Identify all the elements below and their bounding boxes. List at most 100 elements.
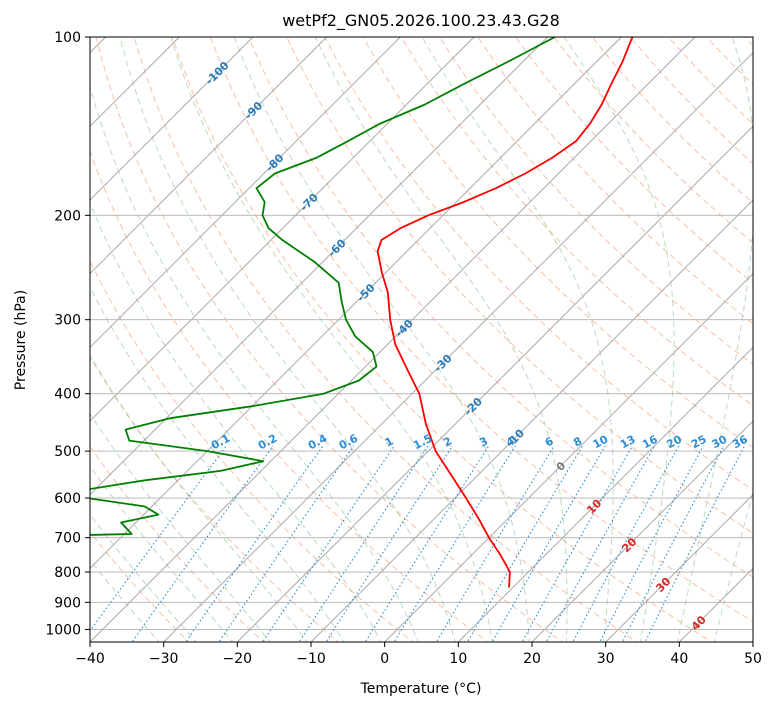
plot-frame bbox=[89, 36, 754, 643]
mixing-ratio-label: 6 bbox=[543, 434, 556, 449]
isotherm bbox=[90, 37, 254, 201]
data-lines bbox=[90, 37, 634, 588]
mixing-ratio-label: 20 bbox=[664, 432, 684, 451]
moist-adiabat bbox=[90, 354, 308, 642]
isotherm bbox=[90, 37, 475, 422]
isotherm-label: 10 bbox=[584, 497, 604, 517]
dry-adiabat bbox=[515, 37, 753, 284]
isotherm bbox=[458, 346, 753, 642]
mixing-ratio-line bbox=[262, 445, 395, 642]
isotherm bbox=[752, 641, 753, 642]
moist-adiabat bbox=[90, 84, 419, 642]
mixing-ratio-line bbox=[393, 445, 516, 642]
y-tick-label: 800 bbox=[54, 565, 81, 581]
mixing-ratio-line bbox=[185, 445, 324, 642]
moist-adiabat bbox=[314, 37, 568, 642]
x-tick-label: 50 bbox=[744, 651, 762, 667]
isotherm bbox=[163, 52, 753, 642]
isotherm-label: -100 bbox=[203, 59, 232, 88]
mixing-ratio-line bbox=[131, 445, 274, 642]
dry-adiabat bbox=[248, 37, 753, 578]
x-tick-label: 0 bbox=[380, 651, 389, 667]
mixing-ratio-label: 0.4 bbox=[306, 432, 330, 453]
isotherm bbox=[237, 125, 753, 642]
dry-adiabat bbox=[90, 150, 489, 642]
mixing-ratio-line bbox=[521, 445, 633, 642]
isotherm-label: -60 bbox=[325, 236, 348, 259]
isotherm-label: 40 bbox=[689, 613, 709, 633]
x-tick-label: 10 bbox=[449, 651, 467, 667]
dry-adiabat bbox=[400, 37, 753, 407]
isotherm bbox=[605, 494, 753, 642]
x-tick-label: −20 bbox=[223, 651, 253, 667]
x-axis-label: Temperature (°C) bbox=[360, 681, 482, 697]
mixing-ratio-line bbox=[466, 445, 584, 642]
mixing-ratio-line bbox=[364, 445, 490, 642]
isotherm bbox=[90, 37, 548, 496]
dry-adiabat bbox=[438, 37, 753, 366]
mixing-ratio-line bbox=[599, 445, 704, 642]
axes: −40 −30 −20 −10 0 10 20 30 40 5010020030040050060… bbox=[45, 30, 762, 667]
y-tick-label: 100 bbox=[54, 30, 81, 46]
isotherm-label: 0 bbox=[554, 459, 569, 474]
moist-adiabat bbox=[90, 201, 382, 642]
dewpoint-line bbox=[90, 37, 556, 536]
mixing-ratio-label: 25 bbox=[689, 433, 709, 452]
moist-adiabat bbox=[90, 513, 197, 642]
isotherm bbox=[679, 567, 753, 642]
line-labels: 0.1 0.2 0.4 0.6 1 1.5 2 3 4 6 8 10 13 16 20 25 30 36-100-… bbox=[203, 59, 750, 634]
y-tick-label: 600 bbox=[54, 491, 81, 507]
chart-title: wetPf2_GN05.2026.100.23.43.G28 bbox=[282, 11, 560, 31]
mixing-ratio-label: 1.5 bbox=[411, 432, 434, 453]
mixing-ratio-label: 13 bbox=[618, 433, 638, 452]
x-tick-label: 30 bbox=[597, 651, 615, 667]
y-tick-label: 900 bbox=[54, 595, 81, 611]
dry-adiabat bbox=[362, 37, 753, 449]
mixing-ratio-label: 36 bbox=[730, 433, 750, 452]
dry-adiabat bbox=[286, 37, 753, 534]
isotherm-label: -30 bbox=[431, 351, 454, 374]
dry-adiabat bbox=[90, 445, 265, 642]
background-lines bbox=[90, 37, 753, 642]
dry-adiabat bbox=[210, 37, 753, 623]
mixing-ratio-line bbox=[491, 445, 606, 642]
isotherm bbox=[531, 420, 753, 642]
moist-adiabat bbox=[90, 412, 271, 642]
mixing-ratio-line bbox=[298, 445, 429, 642]
moist-adiabat bbox=[713, 490, 753, 642]
dry-adiabat bbox=[744, 37, 753, 47]
mixing-ratio-label: 10 bbox=[591, 432, 611, 451]
dry-adiabat bbox=[477, 37, 753, 325]
y-tick-label: 500 bbox=[54, 444, 81, 460]
isotherm bbox=[90, 37, 401, 348]
isotherm-label: 30 bbox=[653, 575, 673, 595]
moist-adiabat bbox=[421, 37, 614, 642]
y-tick-label: 200 bbox=[54, 208, 81, 224]
isotherm bbox=[384, 273, 753, 642]
mixing-ratio-line bbox=[325, 445, 454, 642]
dry-adiabat bbox=[90, 259, 414, 642]
isotherm-label: -70 bbox=[298, 191, 321, 214]
y-tick-label: 400 bbox=[54, 387, 81, 403]
mixing-ratio-line bbox=[644, 445, 746, 642]
isotherm bbox=[90, 37, 696, 642]
isotherm bbox=[90, 37, 622, 569]
y-axis-label: Pressure (hPa) bbox=[13, 290, 29, 390]
moist-adiabat bbox=[170, 37, 493, 642]
isotherm-label: -20 bbox=[462, 395, 485, 418]
y-tick-label: 300 bbox=[54, 313, 81, 329]
temperature-line bbox=[376, 37, 634, 588]
y-tick-label: 700 bbox=[54, 531, 81, 547]
mixing-ratio-label: 30 bbox=[710, 433, 730, 452]
x-tick-label: −10 bbox=[296, 651, 326, 667]
isotherm bbox=[310, 199, 753, 642]
dry-adiabat bbox=[171, 37, 713, 642]
isotherm-label: -50 bbox=[354, 281, 377, 304]
dry-adiabat bbox=[324, 37, 753, 491]
x-tick-label: −30 bbox=[149, 651, 179, 667]
mixing-ratio-label: 2 bbox=[441, 434, 454, 449]
dry-adiabat bbox=[591, 37, 753, 204]
x-tick-label: 40 bbox=[670, 651, 688, 667]
moist-adiabat bbox=[90, 465, 234, 642]
